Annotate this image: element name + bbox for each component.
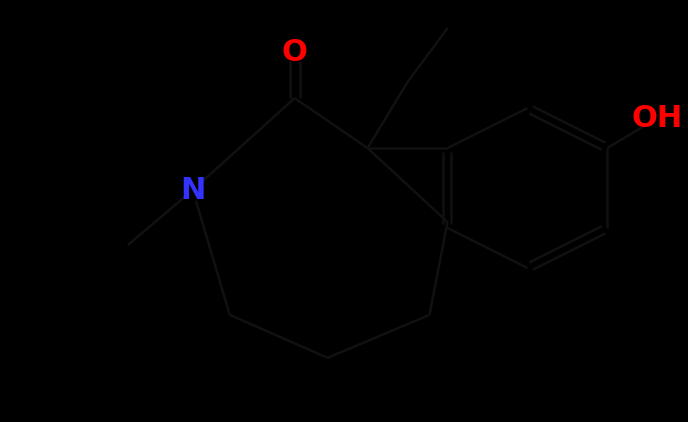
Text: N: N [180, 176, 206, 205]
Text: OH: OH [632, 104, 683, 133]
Text: O: O [281, 38, 308, 67]
